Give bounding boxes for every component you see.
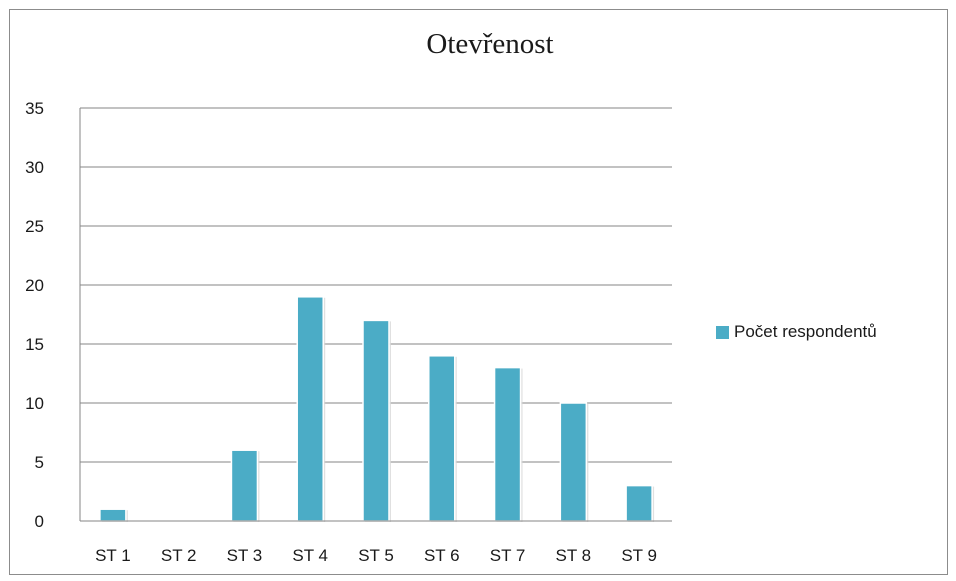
- bar: [230, 449, 259, 522]
- x-tick-label: ST 5: [358, 546, 394, 565]
- legend-swatch: [716, 325, 729, 339]
- x-tick-label: ST 1: [95, 546, 131, 565]
- y-tick-label: 25: [25, 217, 44, 236]
- x-tick-label: ST 7: [490, 546, 526, 565]
- y-tick-label: 35: [25, 99, 44, 118]
- y-tick-label: 0: [35, 512, 44, 531]
- bar: [296, 296, 324, 522]
- bar: [625, 484, 653, 522]
- y-tick-label: 10: [25, 394, 44, 413]
- x-tick-label: ST 4: [292, 546, 328, 565]
- chart-title: Otevřenost: [426, 28, 554, 60]
- x-tick-label: ST 2: [161, 546, 197, 565]
- chart-area: [9, 9, 948, 575]
- bar: [362, 319, 390, 522]
- y-tick-label: 15: [25, 335, 44, 354]
- bar: [493, 366, 522, 522]
- y-tick-label: 30: [25, 158, 44, 177]
- legend: Počet respondentů: [716, 322, 877, 342]
- y-tick-label: 20: [25, 276, 44, 295]
- bar: [559, 402, 588, 522]
- x-tick-label: ST 8: [556, 546, 592, 565]
- x-tick-label: ST 3: [227, 546, 263, 565]
- x-tick-label: ST 9: [621, 546, 657, 565]
- bar: [428, 355, 456, 522]
- bar: [99, 508, 127, 522]
- x-tick-label: ST 6: [424, 546, 460, 565]
- y-tick-label: 5: [35, 453, 44, 472]
- legend-label: Počet respondentů: [734, 322, 877, 341]
